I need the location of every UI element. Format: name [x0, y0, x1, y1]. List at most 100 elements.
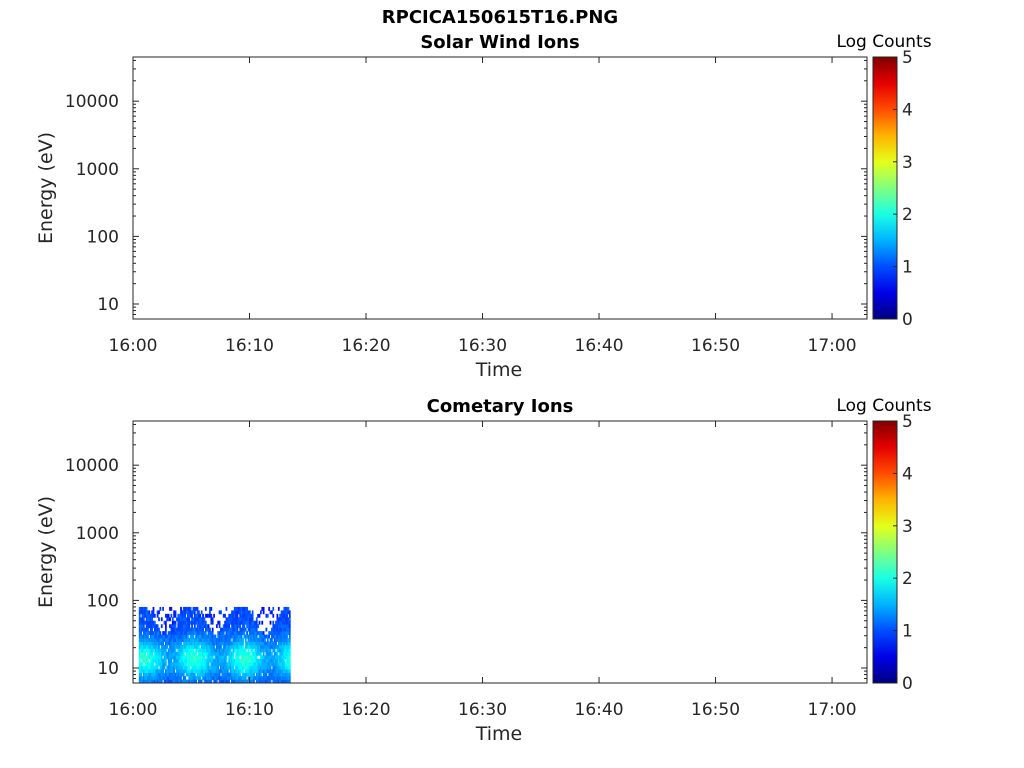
spectrogram-cell — [148, 610, 151, 615]
spectrogram-cell — [255, 669, 258, 674]
spectrogram-cell — [164, 638, 167, 642]
spectrogram-cell — [188, 669, 191, 674]
spectrogram-cell — [248, 651, 251, 656]
spectrogram-cell — [141, 627, 144, 632]
spectrogram-cell — [237, 669, 240, 674]
spectrogram-cell — [228, 665, 231, 670]
colorbar-tick-label: 2 — [902, 569, 913, 589]
spectrogram-cell — [196, 672, 199, 677]
spectrogram-cell — [224, 613, 226, 618]
spectrogram-cell — [244, 638, 247, 642]
spectrogram-cell — [232, 617, 235, 622]
spectrogram-cell — [176, 651, 178, 656]
spectrogram-cell — [266, 651, 269, 656]
spectrogram-cell — [177, 679, 180, 684]
spectrogram-cell — [259, 672, 262, 677]
spectrogram-cell — [232, 638, 235, 642]
spectrogram-cell — [147, 658, 149, 663]
spectrogram-cell — [222, 631, 225, 635]
spectrogram-cell — [279, 624, 282, 629]
spectrogram-cell — [236, 665, 239, 670]
spectrogram-cell — [145, 617, 148, 622]
spectrogram-cell — [221, 641, 224, 646]
spectrogram-cell — [202, 627, 204, 632]
spectrogram-cell — [239, 641, 242, 646]
spectrogram-cell — [180, 648, 182, 653]
spectrogram-cell — [237, 634, 240, 639]
spectrogram-cell — [156, 669, 159, 674]
spectrogram-cell — [284, 665, 287, 670]
spectrogram-cell — [142, 613, 145, 618]
spectrogram-cell — [160, 617, 163, 622]
x-tick-label: 16:30 — [458, 336, 507, 356]
spectrogram-cell — [188, 638, 191, 642]
spectrogram-cell — [268, 672, 271, 677]
spectrogram-cell — [236, 620, 239, 625]
spectrogram-cell — [269, 651, 272, 656]
spectrogram-cell — [235, 627, 237, 632]
spectrogram-cell — [247, 610, 250, 615]
spectrogram-cell — [251, 672, 254, 677]
spectrogram-cell — [156, 676, 159, 680]
spectrogram-cell — [272, 631, 275, 635]
spectrogram-cell — [264, 655, 266, 660]
spectrogram-cell — [192, 610, 195, 615]
spectrogram-cell — [213, 651, 215, 656]
spectrogram-cell — [191, 665, 193, 670]
spectrogram-cell — [282, 617, 284, 622]
spectrogram-cell — [254, 620, 257, 625]
spectrogram-cell — [195, 651, 198, 656]
plot-frame — [132, 420, 868, 684]
spectrogram-cell — [209, 613, 211, 618]
spectrogram-cell — [171, 676, 174, 680]
spectrogram-cell — [282, 634, 284, 639]
spectrogram-cell — [138, 631, 141, 635]
spectrogram-cell — [282, 679, 284, 684]
spectrogram-cell — [151, 641, 153, 646]
spectrogram-cell — [149, 613, 152, 618]
spectrogram-cell — [248, 669, 251, 674]
spectrogram-cell — [225, 676, 228, 680]
spectrogram-cell — [225, 634, 228, 639]
spectrogram-cell — [169, 665, 171, 670]
spectrogram-cell — [277, 641, 280, 646]
spectrogram-cell — [155, 624, 158, 629]
spectrogram-cell — [199, 634, 202, 639]
spectrogram-cell — [153, 672, 156, 677]
spectrogram-cell — [284, 655, 287, 660]
spectrogram-cell — [162, 676, 165, 680]
spectrogram-cell — [163, 634, 166, 639]
spectrogram-cell — [277, 620, 280, 625]
colorbar-tick-label: 3 — [902, 517, 913, 537]
spectrogram-cell — [196, 644, 199, 649]
spectrogram-cell — [253, 627, 255, 632]
spectrogram-cell — [269, 669, 272, 674]
spectrogram-cell — [153, 644, 156, 649]
spectrogram-cell — [198, 617, 200, 622]
spectrogram-cell — [171, 617, 174, 622]
spectrogram-cell — [258, 620, 261, 625]
spectrogram-cell — [153, 665, 156, 670]
spectrogram-cell — [207, 665, 210, 670]
spectrogram-cell — [272, 634, 275, 639]
spectrogram-cell — [180, 679, 182, 684]
spectrogram-cell — [204, 648, 207, 653]
spectrogram-cell — [173, 655, 176, 660]
spectrogram-cell — [244, 679, 247, 684]
spectrogram-cell — [181, 613, 184, 618]
spectrogram-cell — [268, 669, 271, 674]
spectrogram-cell — [237, 648, 240, 653]
spectrogram-cell — [178, 617, 181, 622]
spectrogram-cell — [250, 644, 253, 649]
spectrogram-cell — [251, 610, 254, 615]
spectrogram-cell — [156, 613, 159, 618]
spectrogram-cell — [164, 658, 167, 663]
spectrogram-cell — [277, 662, 280, 667]
spectrogram-cell — [222, 641, 225, 646]
spectrogram-cell — [275, 676, 277, 680]
spectrogram-cell — [220, 676, 222, 680]
spectrogram-cell — [273, 624, 276, 629]
spectrogram-cell — [266, 669, 269, 674]
spectrogram-cell — [279, 665, 282, 670]
spectrogram-cell — [163, 672, 166, 677]
